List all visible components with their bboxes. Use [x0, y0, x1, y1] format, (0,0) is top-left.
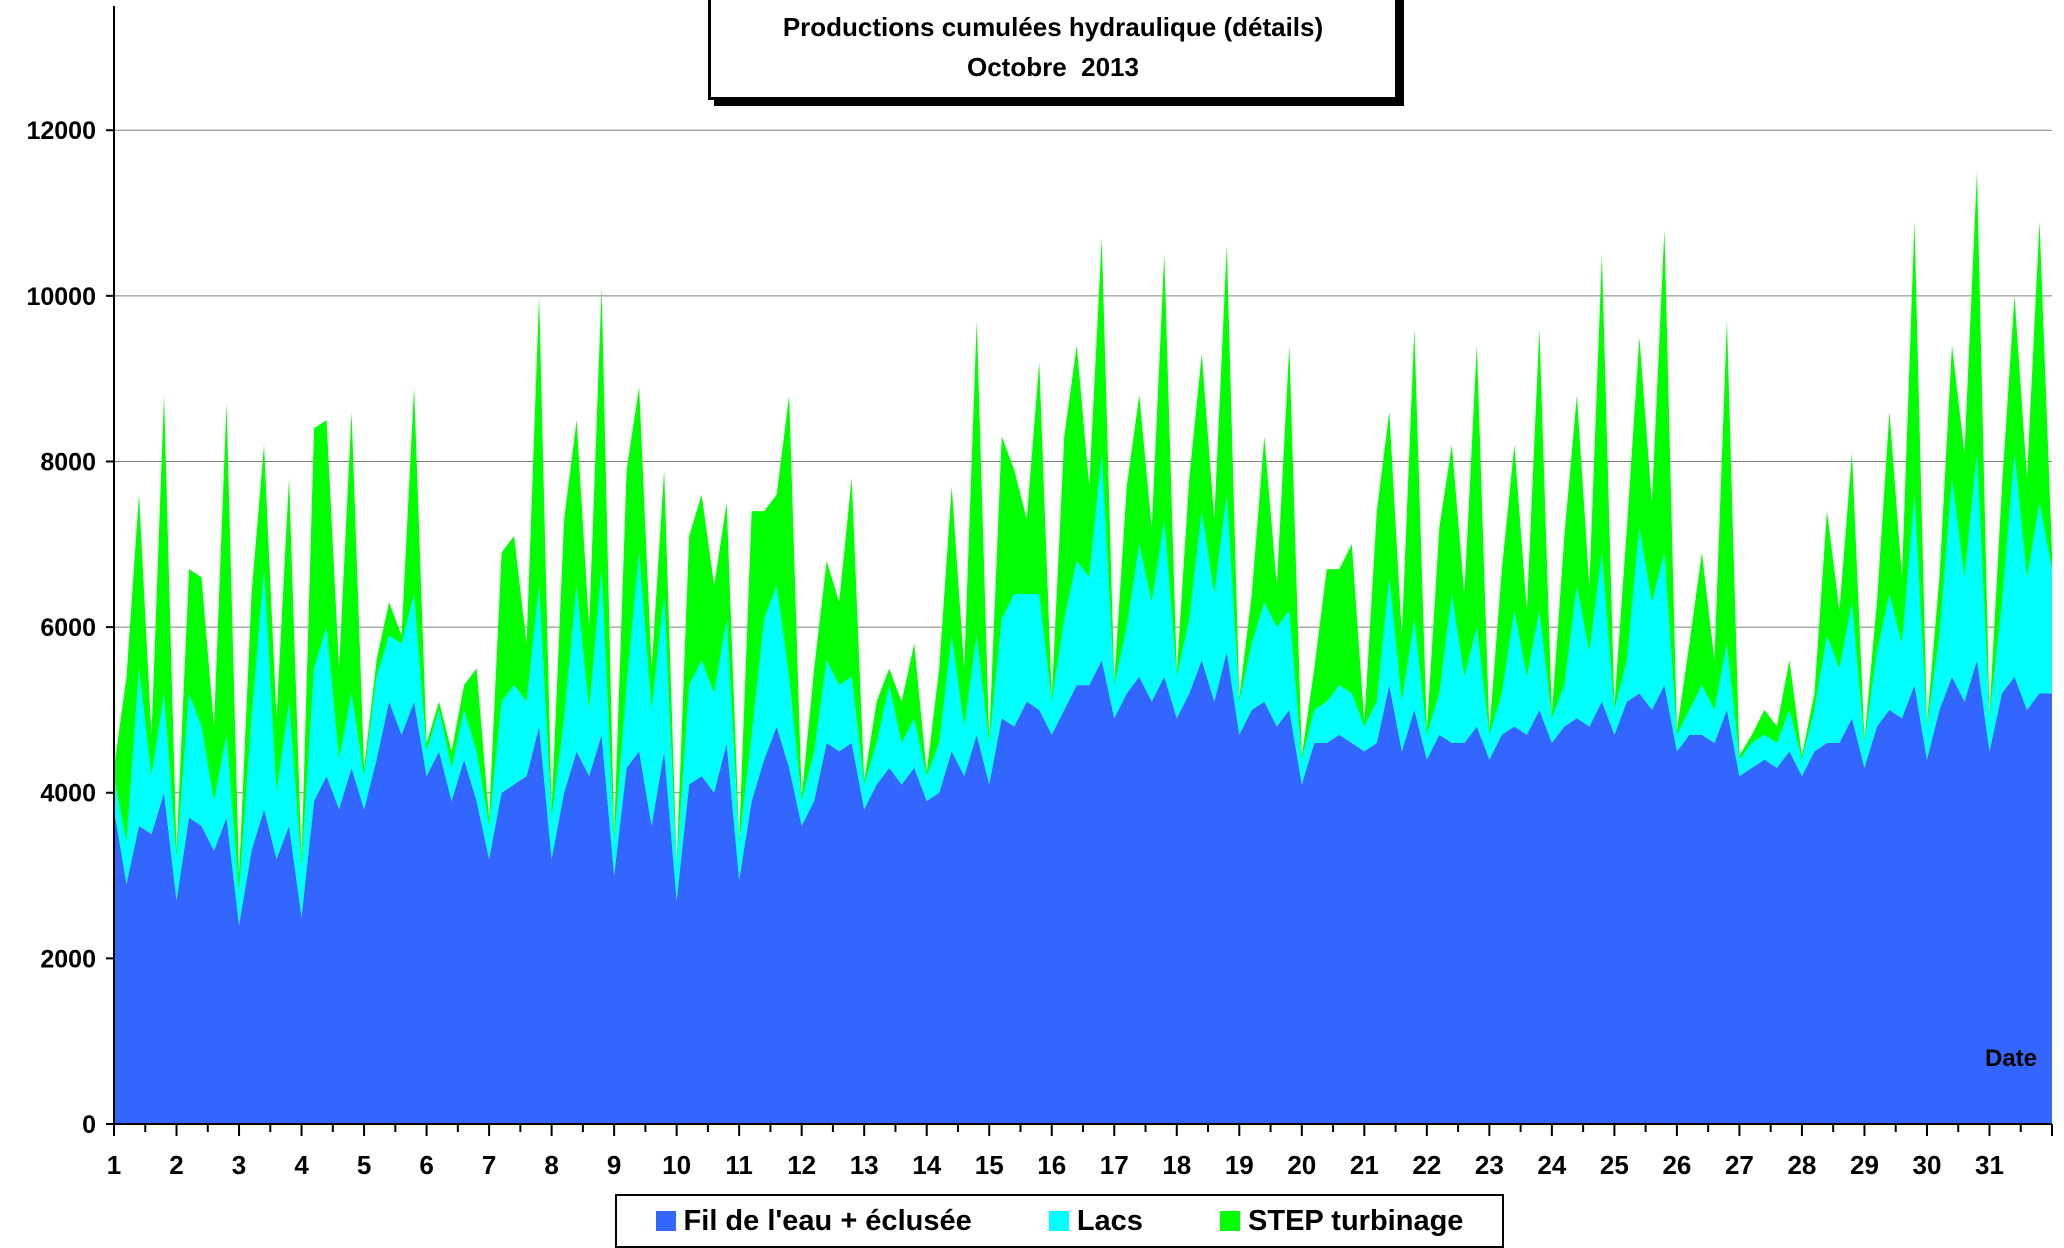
x-tick-labels: 1 2 3 4 5 6 7 8 9 10 11 12 13 14 15 16 17 18 19 20 21 22 23 24 2…	[107, 1150, 2004, 1180]
x-tick-label-15: 15	[975, 1150, 1004, 1180]
x-tick-label-19: 19	[1225, 1150, 1254, 1180]
x-tick-label-16: 16	[1037, 1150, 1066, 1180]
x-tick-label-6: 6	[419, 1150, 433, 1180]
x-tick-label-23: 23	[1475, 1150, 1504, 1180]
chart-legend: Fil de l'eau + éclusée Lacs STEP turbina…	[615, 1194, 1504, 1248]
y-tick-label-6000: 6000	[40, 614, 96, 642]
legend-label-lacs: Lacs	[1076, 1204, 1143, 1237]
y-tick-label-2000: 2000	[40, 945, 96, 973]
legend-swatch-fil-eau	[655, 1211, 676, 1231]
x-tick-label-3: 3	[232, 1150, 246, 1180]
x-tick-label-22: 22	[1412, 1150, 1441, 1180]
x-tick-label-31: 31	[1975, 1150, 2004, 1180]
x-tick-label-7: 7	[482, 1150, 496, 1180]
area-series-2	[114, 171, 2052, 893]
y-tick-label-0: 0	[82, 1111, 96, 1139]
chart-subtitle: Octobre 2013	[967, 52, 1139, 82]
x-tick-label-29: 29	[1850, 1150, 1879, 1180]
x-tick-label-26: 26	[1662, 1150, 1691, 1180]
x-tick-label-24: 24	[1537, 1150, 1566, 1180]
legend-label-step: STEP turbinage	[1248, 1204, 1464, 1237]
x-tick-label-5: 5	[357, 1150, 371, 1180]
x-tick-label-21: 21	[1350, 1150, 1379, 1180]
x-tick-label-10: 10	[662, 1150, 691, 1180]
x-tick-label-25: 25	[1600, 1150, 1629, 1180]
chart-title: Productions cumulées hydraulique (détail…	[782, 12, 1324, 42]
y-tick-label-4000: 4000	[40, 780, 96, 808]
y-tick-label-8000: 8000	[40, 448, 96, 476]
x-tick-label-30: 30	[1913, 1150, 1942, 1180]
chart-title-box: Productions cumulées hydraulique (détail…	[708, 0, 1398, 100]
x-tick-label-28: 28	[1787, 1150, 1816, 1180]
x-tick-label-1: 1	[107, 1150, 121, 1180]
stacked-areas	[114, 171, 2052, 1124]
axes	[106, 6, 2053, 1136]
legend-label-fil-eau: Fil de l'eau + éclusée	[683, 1204, 972, 1237]
y-tick-labels: 0 2000 4000 6000 8000 10000 12000	[26, 117, 96, 1139]
x-tick-label-18: 18	[1162, 1150, 1191, 1180]
x-tick-label-13: 13	[850, 1150, 879, 1180]
x-tick-label-2: 2	[169, 1150, 183, 1180]
x-tick-label-20: 20	[1287, 1150, 1316, 1180]
legend-swatch-lacs	[1048, 1211, 1069, 1231]
x-axis-label: Date	[1985, 1045, 2038, 1072]
y-tick-label-12000: 12000	[26, 117, 96, 145]
x-tick-label-27: 27	[1725, 1150, 1754, 1180]
legend-swatch-step	[1220, 1211, 1241, 1231]
x-tick-label-8: 8	[544, 1150, 558, 1180]
x-tick-label-4: 4	[294, 1150, 309, 1180]
x-tick-label-12: 12	[787, 1150, 816, 1180]
x-tick-label-9: 9	[607, 1150, 621, 1180]
area-series-0	[114, 651, 2052, 1124]
x-tick-label-11: 11	[725, 1150, 753, 1180]
x-tick-label-17: 17	[1100, 1150, 1129, 1180]
legend-item-lacs: Lacs	[1048, 1204, 1143, 1238]
y-tick-label-10000: 10000	[26, 283, 96, 311]
legend-item-fil-eau: Fil de l'eau + éclusée	[655, 1204, 972, 1238]
x-tick-label-14: 14	[912, 1150, 941, 1180]
legend-item-step: STEP turbinage	[1220, 1205, 1463, 1238]
